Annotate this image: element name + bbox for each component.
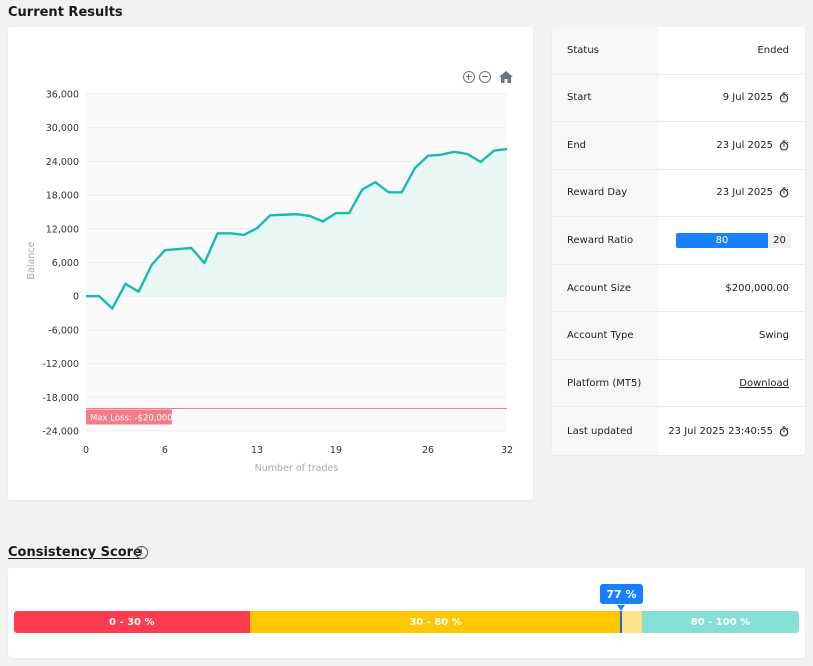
y-tick-label: -24,000 <box>42 427 79 438</box>
balance-chart-card: Max Loss: -$20,000 36,000 30,000 24,000 18,0… <box>8 27 533 500</box>
info-row-value-cell: Swing <box>658 312 805 359</box>
info-row-label: End <box>552 122 658 169</box>
info-row-label: Reward Day <box>552 169 658 217</box>
y-tick-label: 6,000 <box>52 258 79 269</box>
y-axis-label: Balance <box>26 241 37 279</box>
balance-area <box>86 149 507 309</box>
timer-icon <box>779 92 789 103</box>
info-row-value: Ended <box>757 44 789 56</box>
segment-mid-label: 30 - 80 % <box>409 616 462 628</box>
info-row-value-cell: 80 20 <box>658 217 805 264</box>
info-row-value-cell: Download <box>658 360 805 407</box>
current-results-title: Current Results <box>8 5 123 20</box>
y-tick-label: 12,000 <box>46 224 79 235</box>
info-row: Status Ended <box>552 27 805 75</box>
info-row-value-cell: 23 Jul 2025 <box>658 170 805 217</box>
info-row: Last updated 23 Jul 2025 23:40:55 <box>552 407 805 455</box>
info-row: Start 9 Jul 2025 <box>552 74 805 123</box>
consistency-score-title: Consistency Score <box>8 545 142 560</box>
timer-icon <box>779 426 789 437</box>
download-link[interactable]: Download <box>739 377 789 389</box>
x-tick-label: 32 <box>501 445 513 456</box>
info-row-label: Last updated <box>552 407 658 455</box>
home-icon[interactable] <box>499 71 513 83</box>
reward-ratio-trader: 80 <box>676 232 768 248</box>
max-loss-label-bg <box>86 409 172 425</box>
account-info-table: Status Ended Start 9 Jul 2025 End 23 Jul 2025… <box>552 27 805 455</box>
segment-low: 0 - 30 % <box>14 611 250 633</box>
info-row-value-cell: Ended <box>658 27 805 74</box>
info-row-value-cell: 23 Jul 2025 <box>658 122 805 169</box>
info-row-label: Start <box>552 74 658 122</box>
info-row-value: 9 Jul 2025 <box>722 92 773 104</box>
info-row: End 23 Jul 2025 <box>552 122 805 170</box>
info-row-value-cell: 23 Jul 2025 23:40:55 <box>658 407 805 455</box>
segment-high-label: 80 - 100 % <box>690 616 751 628</box>
consistency-bar: 0 - 30 % 30 - 80 % 80 - 100 % <box>14 611 799 633</box>
timer-icon <box>779 140 789 151</box>
info-row: Platform (MT5) Download <box>552 359 805 408</box>
info-row: Account Size $200,000.00 <box>552 264 805 313</box>
info-row-label: Reward Ratio <box>552 217 658 264</box>
y-tick-label: 18,000 <box>46 191 79 202</box>
info-row-label: Account Type <box>552 312 658 359</box>
segment-mid-remainder <box>621 611 642 633</box>
balance-line <box>86 147 508 310</box>
info-row-label: Status <box>552 27 658 74</box>
chart-toolbar <box>463 71 513 83</box>
y-tick-label: -18,000 <box>42 393 79 404</box>
y-tick-label: -12,000 <box>42 359 79 370</box>
x-axis-label: Number of trades <box>255 463 339 474</box>
consistency-score-badge: 77 % <box>600 584 643 604</box>
y-tick-label: 30,000 <box>46 123 79 134</box>
y-tick-label: -6,000 <box>48 325 79 336</box>
info-row-value: Swing <box>759 330 789 342</box>
info-row: Reward Ratio 80 20 <box>552 217 805 265</box>
segment-low-label: 0 - 30 % <box>109 616 155 628</box>
x-tick-label: 0 <box>83 445 89 456</box>
info-icon[interactable]: i <box>135 546 148 559</box>
max-loss-label: Max Loss: -$20,000 <box>90 414 173 424</box>
balance-chart: Max Loss: -$20,000 36,000 30,000 24,000 18,0… <box>26 90 513 475</box>
info-row-value: 23 Jul 2025 23:40:55 <box>668 425 773 437</box>
info-row-value: 23 Jul 2025 <box>716 187 773 199</box>
reward-ratio-firm: 20 <box>768 232 791 248</box>
zoom-in-icon[interactable] <box>463 71 475 83</box>
info-row-label: Platform (MT5) <box>552 359 658 407</box>
reward-ratio-bar: 80 20 <box>676 232 791 248</box>
info-row-value: 23 Jul 2025 <box>716 139 773 151</box>
y-tick-label: 36,000 <box>46 90 79 101</box>
x-tick-label: 13 <box>251 445 263 456</box>
info-row: Reward Day 23 Jul 2025 <box>552 169 805 218</box>
segment-high: 80 - 100 % <box>641 611 799 633</box>
score-marker-line <box>620 611 622 633</box>
segment-mid: 30 - 80 % <box>249 611 622 633</box>
x-tick-label: 26 <box>422 445 434 456</box>
y-tick-label: 24,000 <box>46 157 79 168</box>
info-row-value-cell: $200,000.00 <box>658 265 805 312</box>
x-tick-label: 6 <box>162 445 168 456</box>
zoom-out-icon[interactable] <box>479 71 491 83</box>
info-row-value: $200,000.00 <box>725 282 789 294</box>
info-row-label: Account Size <box>552 264 658 312</box>
x-tick-label: 19 <box>330 445 342 456</box>
consistency-card: 77 % 0 - 30 % 30 - 80 % 80 - 100 % <box>8 568 805 658</box>
score-marker-pointer <box>617 605 625 611</box>
y-tick-label: 0 <box>73 292 79 303</box>
info-row: Account Type Swing <box>552 312 805 360</box>
timer-icon <box>779 187 789 198</box>
info-row-value-cell: 9 Jul 2025 <box>658 75 805 122</box>
